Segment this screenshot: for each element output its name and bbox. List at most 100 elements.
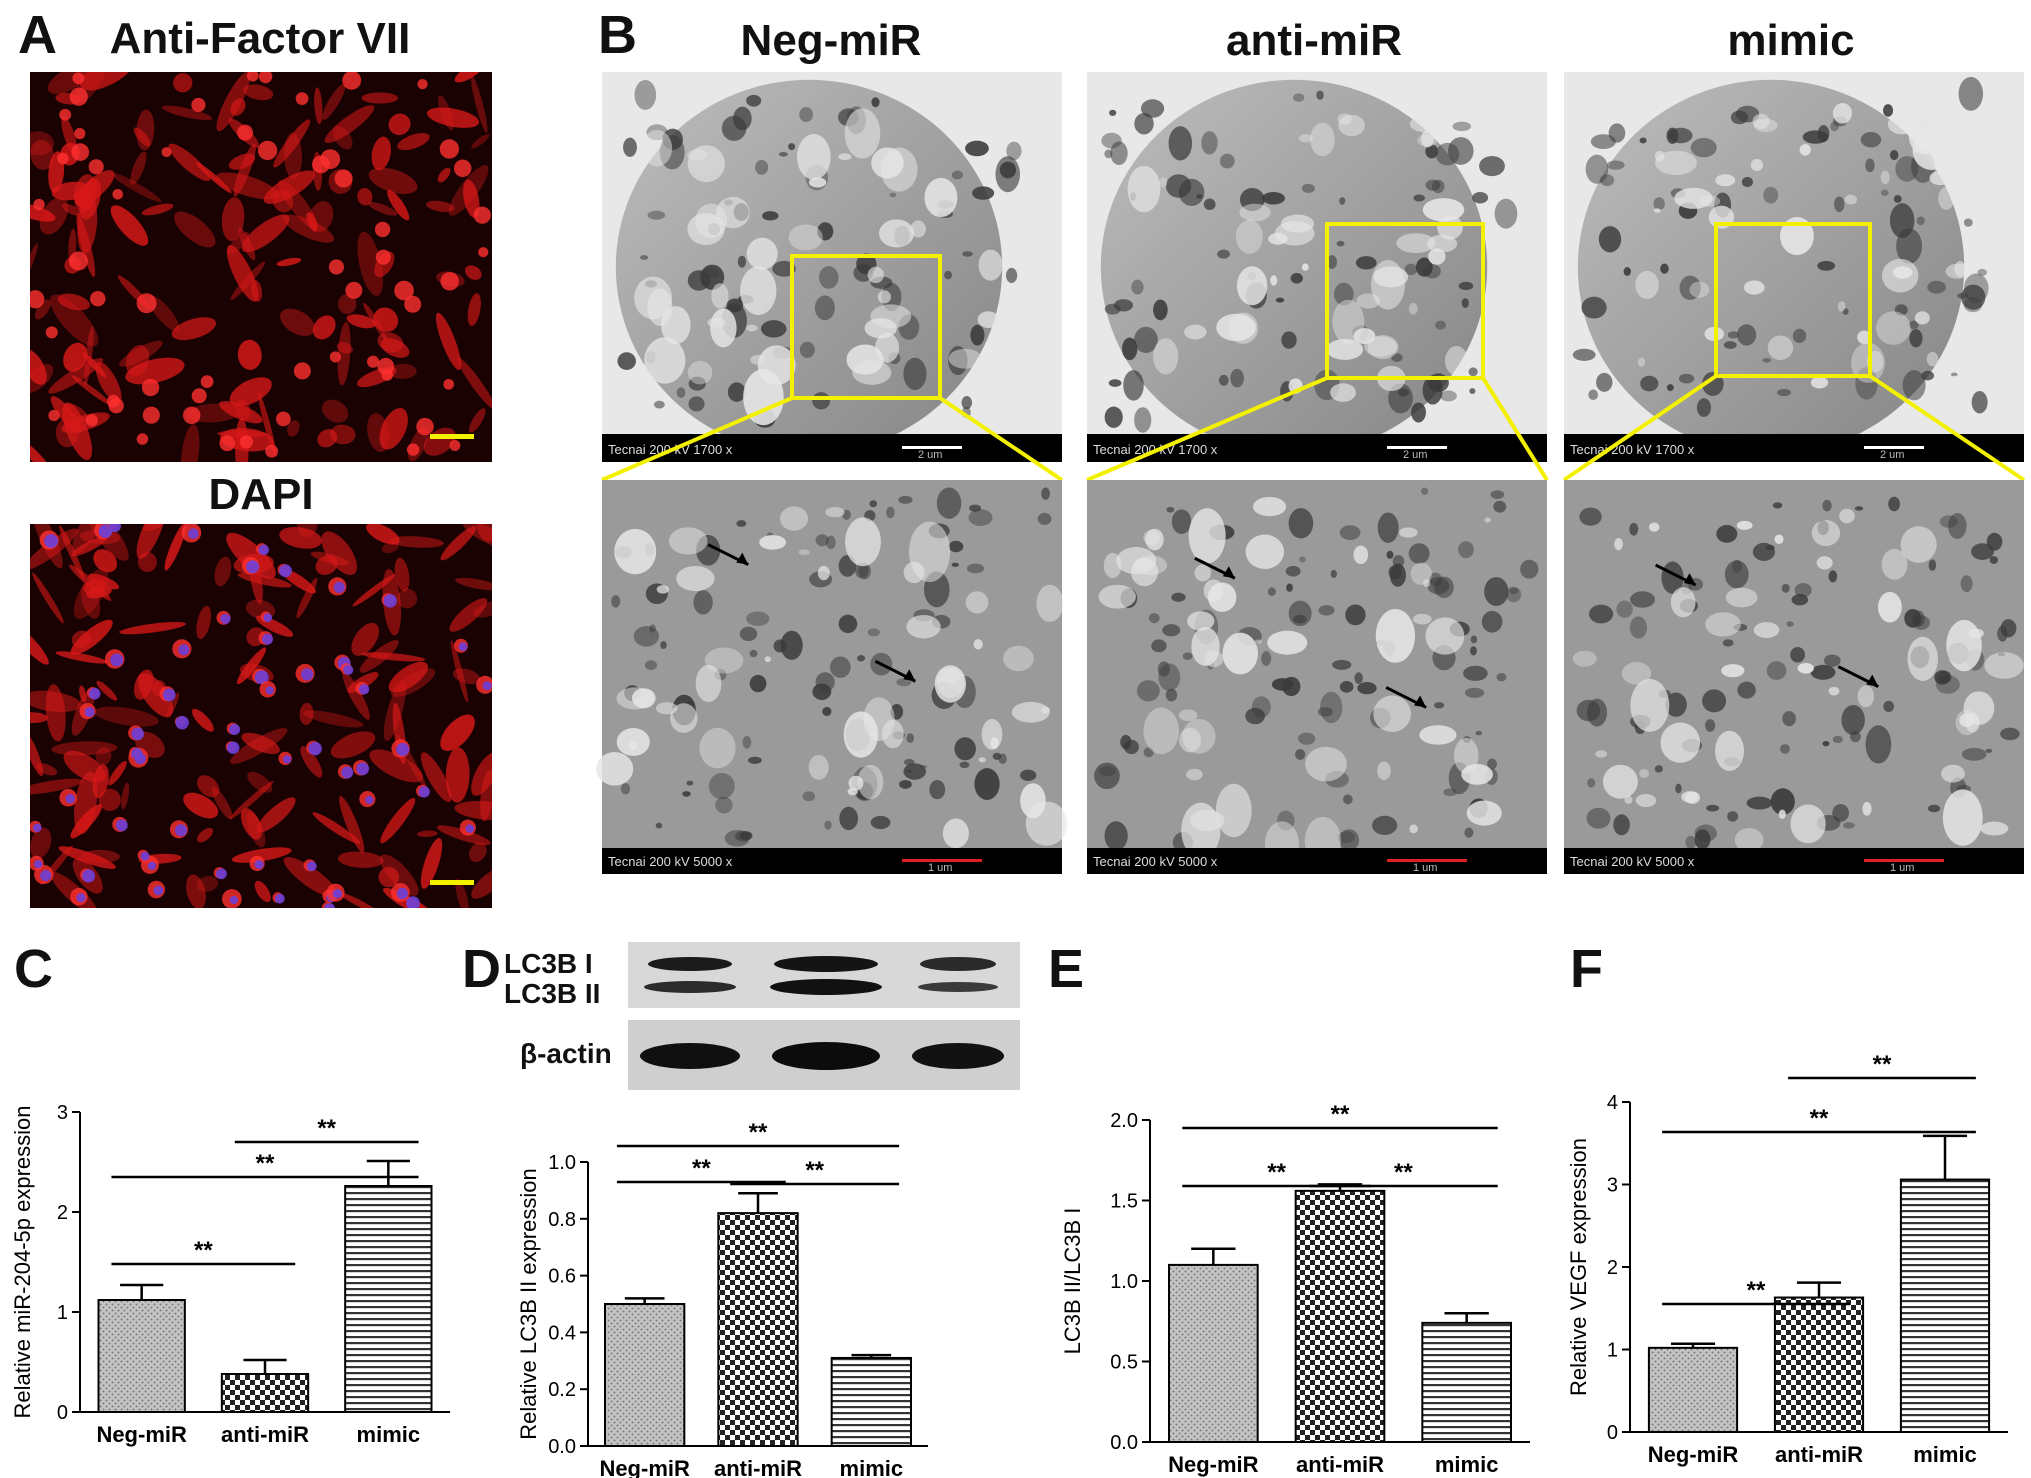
cell-body [45,684,66,742]
organelle [1675,783,1682,794]
organelle [978,757,986,763]
nucleus [306,861,317,872]
nucleus [482,681,492,691]
organelle [644,660,658,671]
organelle [1236,266,1268,306]
organelle [1909,329,1923,348]
organelle [1723,341,1737,349]
cell-body [440,526,477,561]
cell-body [416,830,438,837]
cell-body [387,189,410,221]
organelle [886,506,895,519]
cell-body [309,201,334,232]
organelle [878,219,915,248]
organelle [1127,165,1161,213]
organelle [1317,707,1333,717]
organelle [1630,591,1655,608]
cell-body [437,167,451,183]
cell-body [445,747,470,803]
organelle [1201,131,1218,155]
organelle [1893,195,1902,203]
organelle [1189,809,1225,832]
organelle [1178,178,1205,207]
organelle [829,656,851,678]
organelle [1487,758,1498,770]
column-title-mimic: mimic [1727,16,1855,65]
organelle [1425,179,1441,191]
cell-body [81,583,101,619]
organelle [1762,358,1772,363]
organelle [1971,543,1994,560]
cell-body [71,375,113,406]
organelle [1434,702,1445,709]
cell-body [373,307,399,332]
organelle [1586,807,1611,829]
organelle [1268,232,1288,245]
organelle [815,672,835,692]
significance-label: ** [194,1237,213,1264]
nucleus [220,613,231,624]
organelle [1134,407,1152,433]
organelle [799,107,814,123]
organelle [1984,652,2024,679]
organelle [1020,769,1037,781]
organelle [1816,556,1833,570]
organelle [1648,522,1660,532]
organelle [1681,791,1699,803]
organelle [838,153,852,161]
cell-bright-spot [478,247,489,258]
organelle [1705,719,1716,732]
organelle [1665,692,1687,717]
y-axis-label: Relative VEGF expression [1566,1138,1591,1396]
cell-body [22,364,54,394]
organelle [1743,280,1765,295]
em-scale-bar-high [902,859,982,862]
organelle [1997,625,2008,642]
organelle [1254,639,1262,644]
nucleus [308,741,322,756]
bar-chart-vegf-expression: 0 1 2 3 4 Relative VEGF expression Neg-miR anti… [1566,1051,2008,1467]
cell-body [452,668,481,685]
organelle [1182,718,1216,754]
autophagosome-arrowhead [1683,573,1696,586]
y-tick-label: 0 [1607,1422,1618,1444]
cell-body [420,838,443,889]
organelle [1301,263,1309,271]
organelle [1301,183,1315,194]
organelle [1293,93,1305,102]
organelle [1215,783,1252,838]
band-actin-negmir [640,1043,740,1069]
organelle [1427,577,1450,595]
cell-body [98,788,121,811]
cell-bright-spot [90,291,106,307]
nucleus [279,564,292,578]
y-axis-label: Relative LC3B II expression [516,1168,541,1439]
nucleus [84,707,95,718]
organelle [1408,302,1418,315]
organelle [1375,608,1416,663]
organelle [796,134,831,180]
organelle [959,761,970,769]
organelle [755,159,769,175]
organelle [898,495,913,504]
organelle [1715,730,1745,771]
cell-bright-spot [88,159,104,175]
y-tick-label: 0.2 [548,1379,576,1401]
zoom-region-box [1714,222,1872,378]
organelle [1880,189,1889,196]
y-tick-label: 1.0 [548,1152,576,1174]
organelle [1734,828,1764,852]
organelle [1902,370,1926,401]
organelle [1797,662,1814,674]
nucleus [131,727,145,741]
organelle [746,324,758,332]
em-scale-bar-high-label: 1 um [1413,862,1437,874]
cell-body [448,165,489,216]
x-tick-label: mimic [840,1456,904,1478]
organelle [1003,645,1034,672]
cell-body [471,134,490,149]
organelle [1857,330,1872,345]
organelle [670,703,698,733]
cell-body [321,399,349,423]
nucleus [396,887,409,900]
